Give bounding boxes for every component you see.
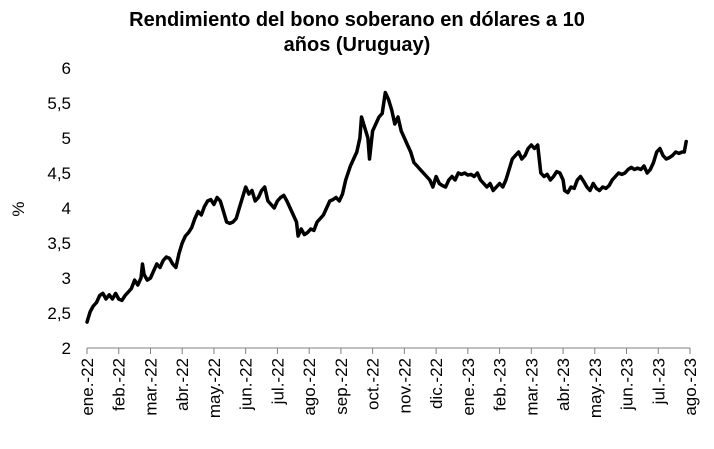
x-tick-label: dic.-22 <box>427 358 446 409</box>
y-tick-label: 3,5 <box>47 234 71 253</box>
y-tick-label: 2 <box>62 339 71 358</box>
x-tick-label: oct.-22 <box>364 358 383 410</box>
x-tick-label: jul.-23 <box>649 358 668 405</box>
y-tick-label: 5 <box>62 129 71 148</box>
chart-title-line-2: años (Uruguay) <box>283 34 431 56</box>
x-axis: ene.-22 feb.-22 mar.-22 abr.-22 may.-22 jun.-… <box>78 347 700 418</box>
x-tick-label: ene.-22 <box>78 358 97 416</box>
y-axis-label: % <box>9 201 28 216</box>
x-tick-label: mar.-22 <box>141 358 160 416</box>
x-tick-label: feb.-22 <box>110 358 129 411</box>
x-tick-label: abr.-22 <box>173 358 192 411</box>
x-tick-label: jul.-22 <box>268 358 287 405</box>
x-tick-label: abr.-23 <box>554 358 573 411</box>
x-tick-label: ago.-22 <box>300 358 319 416</box>
x-tick-label: feb.-23 <box>491 358 510 411</box>
y-tick-label: 3 <box>62 269 71 288</box>
x-tick-label: sep.-22 <box>332 358 351 415</box>
x-tick-label: ene.-23 <box>459 358 478 416</box>
y-axis: 2 2,5 3 3,5 4 4,5 5 5,5 6 <box>47 59 71 358</box>
x-tick-label: mar.-23 <box>522 358 541 416</box>
x-tick-label: ago.-23 <box>681 358 700 416</box>
y-tick-label: 2,5 <box>47 304 71 323</box>
x-tick-label: nov.-22 <box>395 358 414 413</box>
x-tick-label: jun.-22 <box>237 358 256 411</box>
series-line <box>85 90 688 324</box>
series-layer <box>85 90 688 324</box>
y-tick-label: 6 <box>62 59 71 78</box>
x-tick-label: may.-23 <box>586 358 605 418</box>
x-tick-label: jun.-23 <box>618 358 637 411</box>
x-tick-label: may.-22 <box>205 358 224 418</box>
y-tick-label: 5,5 <box>47 94 71 113</box>
y-tick-label: 4 <box>62 199 71 218</box>
y-tick-label: 4,5 <box>47 164 71 183</box>
chart-title-line-1: Rendimiento del bono soberano en dólares… <box>129 9 585 31</box>
